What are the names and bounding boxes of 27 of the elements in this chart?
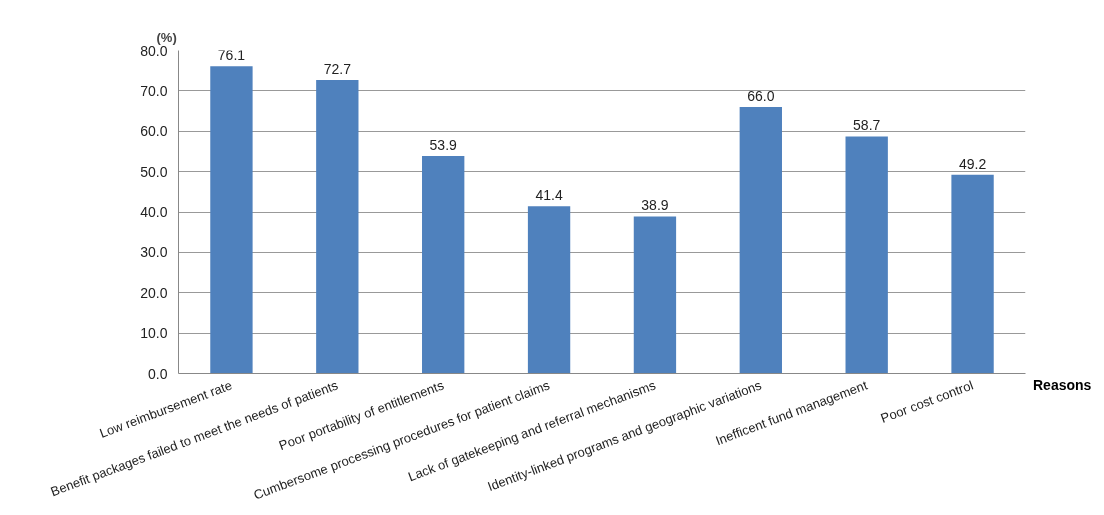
y-tick-label: 20.0 [140,284,168,301]
data-label: 49.2 [958,155,987,172]
y-tick-label: 30.0 [140,244,168,261]
data-label: 41.4 [535,187,563,204]
y-tick-label: 40.0 [140,204,168,220]
y-tick-label: 0.0 [148,365,168,382]
bar [739,107,782,374]
bar [633,216,677,374]
data-label: 72.7 [323,60,352,77]
bar [210,66,253,374]
y-tick-label: 60.0 [140,123,168,140]
bar [316,79,359,374]
data-label: 38.9 [641,197,669,214]
data-label: 53.9 [429,136,458,153]
bar [951,174,994,374]
bar [527,206,571,374]
y-tick-label: 50.0 [140,163,168,180]
data-label: 66.0 [747,88,775,105]
data-label: 58.7 [853,117,881,134]
x-axis-title: Reasons [1033,376,1092,395]
x-tick-label: Poor cost control [878,377,976,426]
data-label: 76.1 [217,47,246,64]
y-tick-label: 70.0 [140,82,168,99]
y-axis-title: (%) [156,29,177,45]
bar [422,155,465,374]
bar [845,136,888,374]
y-tick-label: 10.0 [140,325,168,342]
